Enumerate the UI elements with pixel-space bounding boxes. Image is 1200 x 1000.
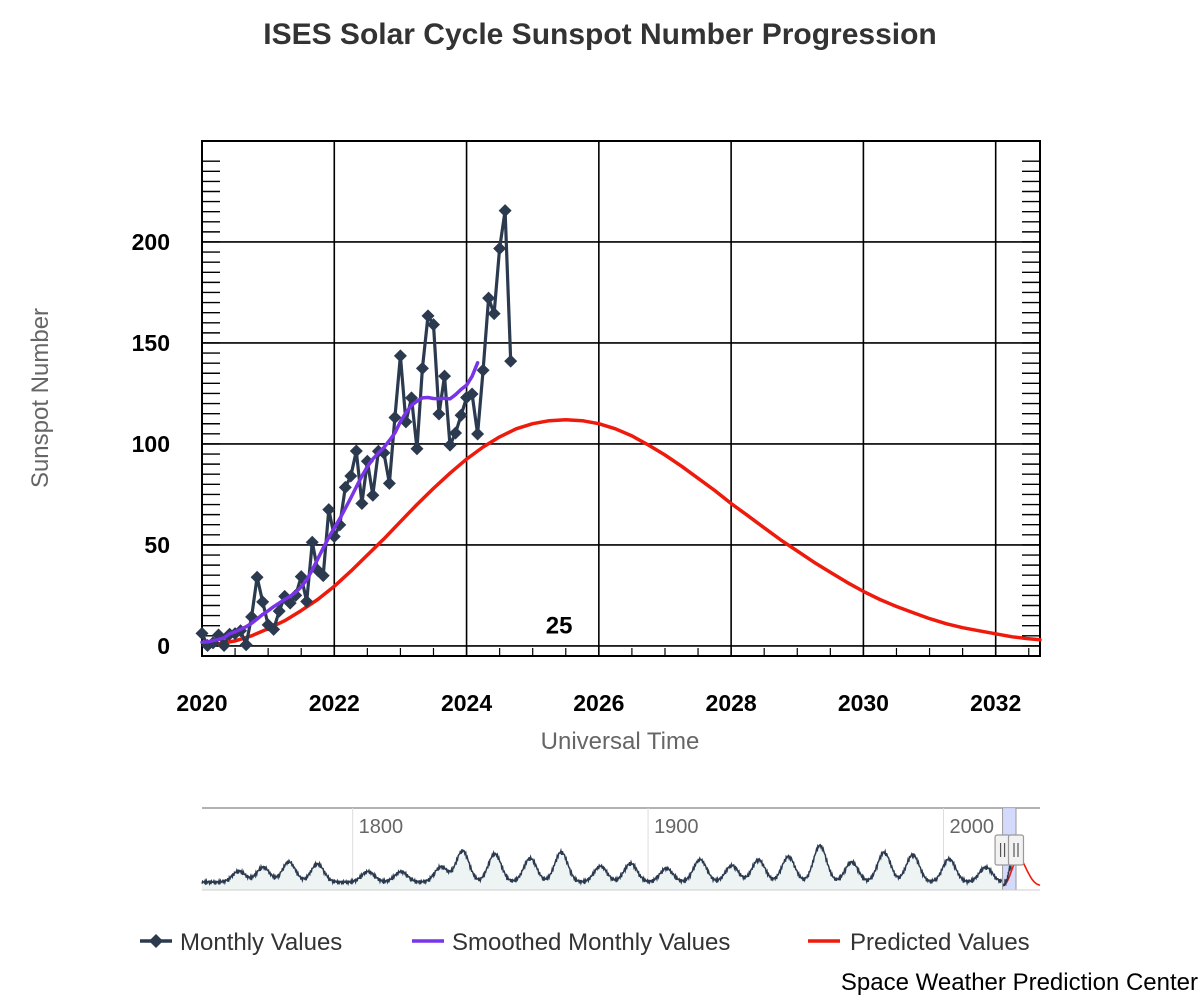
navigator-tick-label: 1900: [654, 816, 699, 838]
legend-label: Predicted Values: [850, 929, 1030, 956]
data-point: [217, 638, 231, 652]
navigator[interactable]: 1800 1900 2000: [201, 807, 1041, 891]
navigator-series: [201, 843, 1003, 887]
data-point: [432, 407, 446, 421]
navigator-left-handle[interactable]: [994, 834, 1011, 866]
data-point: [410, 442, 424, 456]
grid: [201, 141, 1040, 656]
plot-area: [201, 140, 1041, 657]
series-line: [216, 417, 1042, 646]
data-point: [426, 318, 440, 332]
data-point: [366, 488, 380, 502]
data-point: [476, 363, 490, 377]
series-predicted-values: [216, 417, 1042, 646]
data-point: [349, 444, 363, 458]
data-point: [438, 369, 452, 383]
y-tick-label: 50: [144, 532, 170, 558]
data-point: [415, 361, 429, 375]
x-axis-label: Universal Time: [541, 728, 700, 755]
series-line: [200, 361, 480, 645]
data-point: [498, 204, 512, 218]
data-point: [393, 349, 407, 363]
data-point: [449, 426, 463, 440]
data-point: [482, 291, 496, 305]
plot-frame: [201, 140, 1041, 657]
data-point: [388, 410, 402, 424]
data-point: [267, 622, 281, 636]
data-point: [487, 307, 501, 321]
credit-text: Space Weather Prediction Center: [841, 969, 1198, 996]
data-point: [493, 241, 507, 255]
y-axis-ticks: 0 50 100 150 200: [132, 229, 170, 659]
legend-item-predicted-values[interactable]: Predicted Values: [808, 929, 1030, 956]
chart-title: ISES Solar Cycle Sunspot Number Progress…: [263, 18, 937, 51]
y-tick-label: 150: [132, 330, 170, 356]
data-point: [289, 588, 303, 602]
data-point: [382, 476, 396, 490]
y-tick-label: 100: [132, 431, 170, 457]
data-point: [250, 570, 264, 584]
legend-marker: [149, 934, 163, 948]
data-point: [421, 309, 435, 323]
handle-body: [1007, 834, 1025, 866]
legend-item-monthly-values[interactable]: Monthly Values: [140, 929, 342, 956]
data-point: [338, 480, 352, 494]
data-point: [239, 638, 253, 652]
y-axis-label: Sunspot Number: [27, 308, 54, 488]
data-point: [294, 570, 308, 584]
x-axis-ticks: 2020 2022 2024 2026 2028 2030 2032: [176, 690, 1021, 716]
data-point: [256, 595, 270, 609]
data-point: [443, 438, 457, 452]
data-point: [454, 408, 468, 422]
y-tick-label: 200: [132, 229, 170, 255]
x-tick-label: 2026: [573, 690, 624, 716]
data-point: [322, 503, 336, 517]
series-smoothed-monthly-values: [200, 361, 480, 645]
legend: Monthly Values Smoothed Monthly Values Pre…: [140, 929, 1030, 956]
x-tick-label: 2032: [970, 690, 1021, 716]
data-point: [504, 354, 518, 368]
data-point: [245, 610, 259, 624]
series-layer: [195, 204, 1042, 652]
data-point: [355, 497, 369, 511]
handle-body: [994, 834, 1011, 866]
data-point: [272, 604, 286, 618]
data-point: [344, 469, 358, 483]
cycle-label: 25: [546, 613, 573, 640]
navigator-right-handle[interactable]: [1007, 834, 1025, 866]
legend-item-smoothed-monthly-values[interactable]: Smoothed Monthly Values: [412, 929, 730, 956]
navigator-tick-label: 2000: [949, 816, 994, 838]
x-tick-label: 2020: [176, 690, 227, 716]
legend-label: Smoothed Monthly Values: [452, 929, 730, 956]
data-point: [305, 535, 319, 549]
legend-label: Monthly Values: [180, 929, 342, 956]
data-point: [316, 569, 330, 583]
data-point: [471, 427, 485, 441]
data-point: [465, 387, 479, 401]
navigator-tick-label: 1800: [359, 816, 404, 838]
x-tick-label: 2028: [706, 690, 757, 716]
data-point: [300, 594, 314, 608]
x-tick-label: 2030: [838, 690, 889, 716]
x-tick-label: 2022: [309, 690, 360, 716]
x-tick-label: 2024: [441, 690, 492, 716]
data-point: [195, 626, 209, 640]
y-tick-label: 0: [157, 633, 170, 659]
